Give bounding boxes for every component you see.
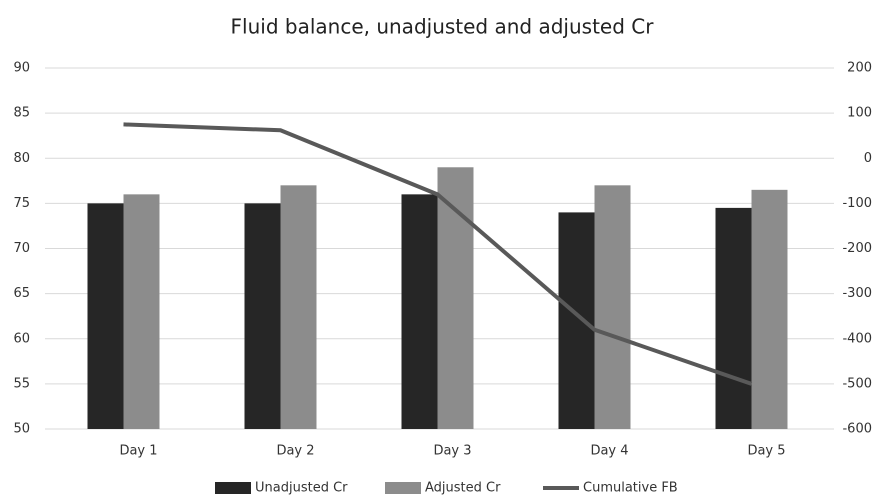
legend-label: Adjusted Cr bbox=[425, 481, 501, 496]
y2-tick-label: 0 bbox=[864, 151, 872, 166]
bar bbox=[280, 185, 317, 429]
bar bbox=[401, 194, 438, 429]
legend-label: Unadjusted Cr bbox=[255, 481, 348, 496]
y-tick-label: 90 bbox=[13, 61, 30, 76]
x-tick-label: Day 4 bbox=[590, 444, 628, 459]
y-tick-label: 70 bbox=[13, 241, 30, 256]
bar bbox=[244, 203, 281, 429]
bar bbox=[558, 212, 595, 429]
x-tick-label: Day 5 bbox=[747, 444, 785, 459]
legend-swatch bbox=[385, 482, 421, 494]
y-tick-label: 65 bbox=[13, 286, 30, 301]
bar bbox=[594, 185, 631, 429]
legend-label: Cumulative FB bbox=[583, 481, 678, 496]
y2-tick-label: 200 bbox=[847, 61, 872, 76]
bar bbox=[751, 189, 788, 429]
y-tick-label: 85 bbox=[13, 106, 30, 121]
y-tick-label: 80 bbox=[13, 151, 30, 166]
x-tick-label: Day 3 bbox=[433, 444, 471, 459]
x-tick-label: Day 2 bbox=[276, 444, 314, 459]
bar bbox=[715, 207, 752, 429]
bar bbox=[123, 194, 160, 429]
y2-tick-label: -600 bbox=[842, 422, 872, 437]
y2-tick-label: -500 bbox=[842, 376, 872, 391]
bar bbox=[437, 167, 474, 429]
line bbox=[123, 122, 753, 386]
y-tick-label: 50 bbox=[13, 422, 30, 437]
chart-title: Fluid balance, unadjusted and adjusted C… bbox=[231, 15, 655, 39]
y2-tick-label: -100 bbox=[842, 196, 872, 211]
y-tick-label: 55 bbox=[13, 376, 30, 391]
y2-tick-label: -200 bbox=[842, 241, 872, 256]
y2-tick-label: -400 bbox=[842, 331, 872, 346]
y2-tick-label: -300 bbox=[842, 286, 872, 301]
x-tick-label: Day 1 bbox=[119, 444, 157, 459]
y-tick-label: 60 bbox=[13, 331, 30, 346]
legend-swatch bbox=[215, 482, 251, 494]
bar bbox=[87, 203, 124, 429]
y-tick-label: 75 bbox=[13, 196, 30, 211]
y2-tick-label: 100 bbox=[847, 106, 872, 121]
